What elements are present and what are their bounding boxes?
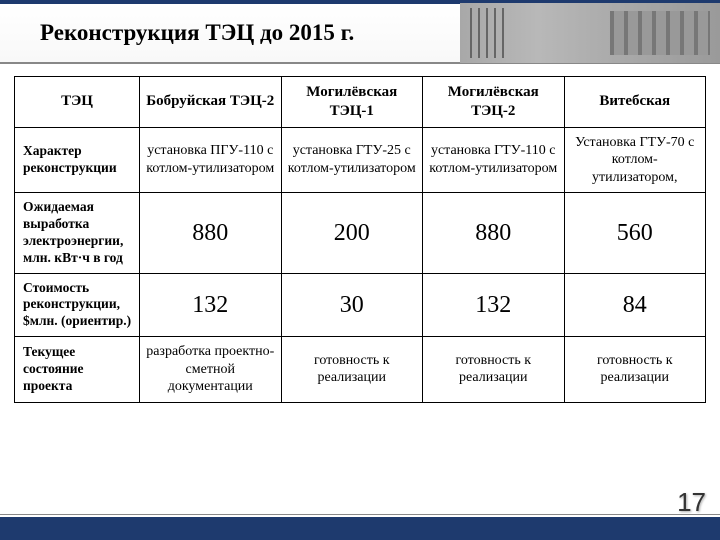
cell: разработка проектно-сметной документации (140, 337, 282, 403)
cell: готовность к реализации (564, 337, 706, 403)
cell: 880 (423, 193, 565, 274)
col-header-3: Могилёвская ТЭЦ-2 (423, 77, 565, 128)
row-label: Характер реконструкции (15, 127, 140, 193)
table-row: Ожидаемая выработка электроэнергии, млн.… (15, 193, 706, 274)
cell: 560 (564, 193, 706, 274)
cell: Установка ГТУ-70 с котлом-утилизатором, (564, 127, 706, 193)
header-decor-image (460, 3, 720, 63)
footer-accent-bar (0, 514, 720, 540)
cell: 200 (281, 193, 423, 274)
row-label: Текущее состояние проекта (15, 337, 140, 403)
reconstruction-table: ТЭЦ Бобруйская ТЭЦ-2 Могилёвская ТЭЦ-1 М… (14, 76, 706, 403)
cell: 30 (281, 273, 423, 337)
table-body: Характер реконструкции установка ПГУ-110… (15, 127, 706, 402)
table-row: Характер реконструкции установка ПГУ-110… (15, 127, 706, 193)
header: Реконструкция ТЭЦ до 2015 г. (0, 4, 720, 64)
cell: установка ГТУ-25 с котлом-утилизатором (281, 127, 423, 193)
table-row: Текущее состояние проекта разработка про… (15, 337, 706, 403)
cell: 132 (140, 273, 282, 337)
col-header-4: Витебская (564, 77, 706, 128)
cell: готовность к реализации (423, 337, 565, 403)
cell: 880 (140, 193, 282, 274)
table-header-row: ТЭЦ Бобруйская ТЭЦ-2 Могилёвская ТЭЦ-1 М… (15, 77, 706, 128)
table-container: ТЭЦ Бобруйская ТЭЦ-2 Могилёвская ТЭЦ-1 М… (0, 64, 720, 403)
cell: готовность к реализации (281, 337, 423, 403)
col-header-2: Могилёвская ТЭЦ-1 (281, 77, 423, 128)
page-title: Реконструкция ТЭЦ до 2015 г. (0, 20, 460, 46)
table-row: Стоимость реконструкции, $млн. (ориентир… (15, 273, 706, 337)
col-header-1: Бобруйская ТЭЦ-2 (140, 77, 282, 128)
cell: 84 (564, 273, 706, 337)
cell: установка ПГУ-110 с котлом-утилизатором (140, 127, 282, 193)
row-label: Стоимость реконструкции, $млн. (ориентир… (15, 273, 140, 337)
col-header-0: ТЭЦ (15, 77, 140, 128)
cell: установка ГТУ-110 с котлом-утилизатором (423, 127, 565, 193)
row-label: Ожидаемая выработка электроэнергии, млн.… (15, 193, 140, 274)
cell: 132 (423, 273, 565, 337)
